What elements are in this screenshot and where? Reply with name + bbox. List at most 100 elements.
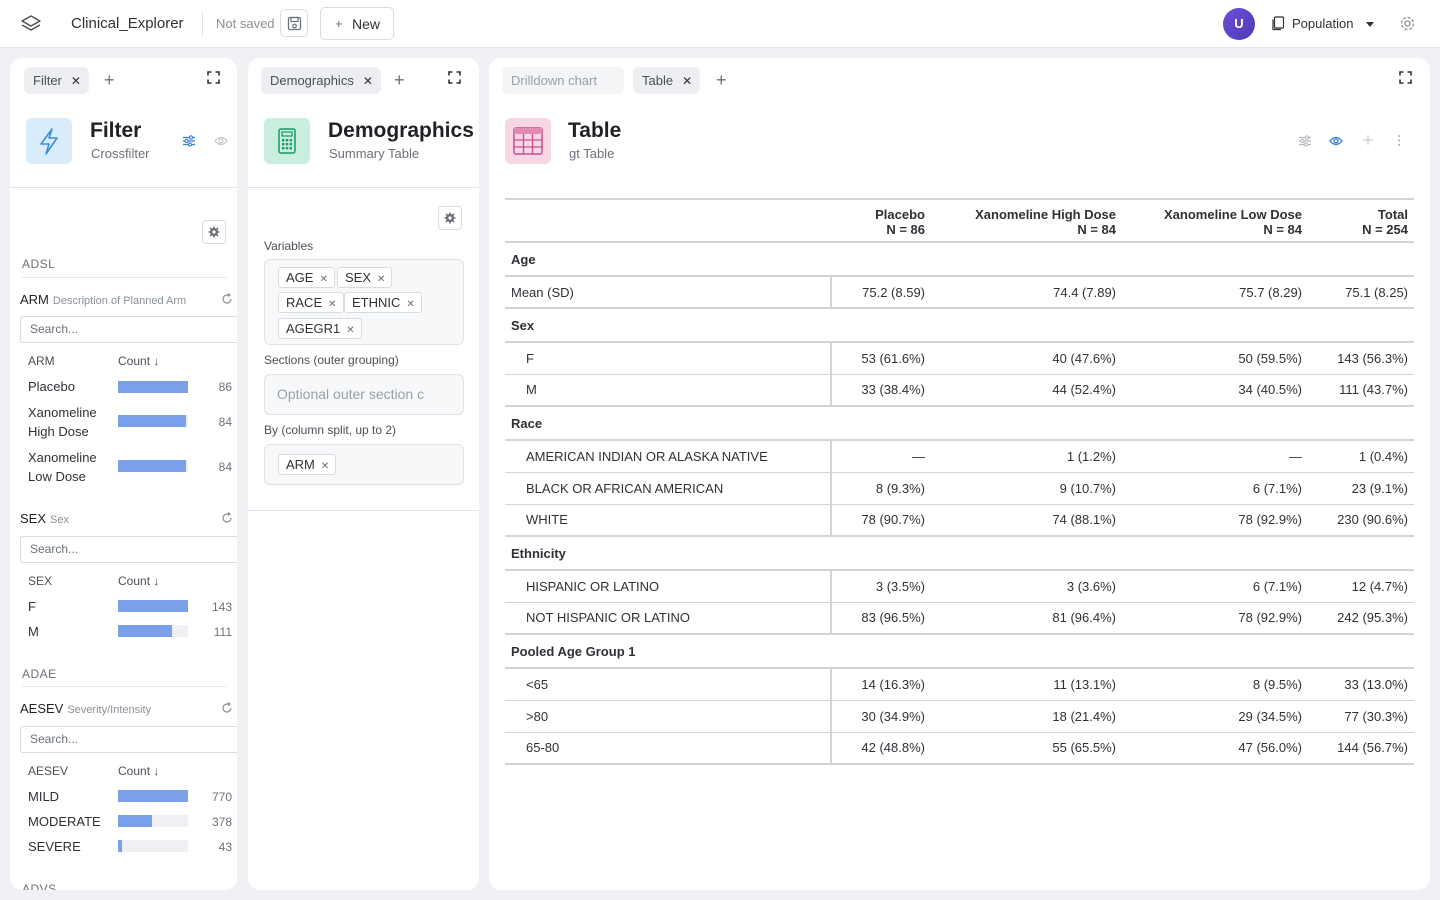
by-multiselect[interactable]: ARM ✕ [264,444,464,485]
eye-icon[interactable] [214,135,228,147]
count-sort-header[interactable]: Count ↓ [118,574,160,588]
table-cell: 74.4 (7.89) [1053,284,1116,300]
tab-drilldown-chart[interactable]: Drilldown chart [502,67,624,94]
close-icon[interactable]: ✕ [682,74,693,88]
row-label: M [28,624,39,639]
table-cell: 18 (21.4%) [1052,708,1116,724]
filter-title-aesev: AESEV Severity/Intensity [20,701,151,716]
count-sort-header[interactable]: Count ↓ [118,764,160,778]
count-bar-fill [118,625,172,637]
filter-name: AESEV [20,701,64,716]
table-cell: 78 (90.7%) [861,512,925,528]
close-icon[interactable]: ✕ [320,461,330,472]
table-cell: 29 (34.5%) [1238,708,1302,724]
close-icon[interactable]: ✕ [70,74,81,88]
more-icon[interactable] [1397,134,1401,147]
avatar[interactable]: U [1223,8,1255,40]
close-icon[interactable]: ✕ [328,299,337,310]
eye-icon[interactable] [1329,135,1343,147]
table-group-row: Ethnicity [505,536,1414,570]
tab-filter[interactable]: Filter ✕ [24,67,89,94]
layers-icon[interactable] [20,13,42,35]
chip-race[interactable]: RACE ✕ [278,292,344,313]
sections-input[interactable]: Optional outer section c [264,374,464,415]
search-input[interactable]: Search... [20,316,237,343]
close-icon[interactable]: ✕ [346,325,355,336]
gear-icon[interactable] [1399,15,1416,32]
row-label: Xanomeline High Dose [28,405,97,439]
tab-demographics[interactable]: Demographics ✕ [261,67,381,94]
expand-icon[interactable] [207,71,220,84]
divider [10,187,237,188]
row-label: MILD [28,789,60,804]
search-input[interactable]: Search... [20,536,237,563]
chip-sex[interactable]: SEX ✕ [337,267,393,288]
chip-ethnic[interactable]: ETHNIC ✕ [344,292,422,313]
refresh-icon[interactable] [221,702,233,714]
table-body: Age Mean (SD) 75.2 (8.59) 74.4 (7.89) 75.7 (… [505,242,1414,764]
filter-settings-button[interactable] [202,220,226,244]
app-name: Clinical_Explorer [71,15,184,32]
row-count: 770 [211,790,232,804]
panel-subtitle: Crossfilter [91,146,150,161]
tab-table[interactable]: Table ✕ [633,67,701,94]
chip-label: AGEGR1 [286,321,341,336]
table-cell: 6 (7.1%) [1252,480,1302,496]
table-cell: 11 (13.1%) [1053,676,1116,692]
divider [22,686,227,687]
population-label: Population [1292,16,1354,31]
count-bar [118,381,188,393]
panel-title: Filter [90,119,142,142]
row-label: Xanomeline Low Dose [28,450,97,484]
close-icon[interactable]: ✕ [377,274,386,285]
expand-icon[interactable] [1399,71,1412,84]
table-row: WHITE 78 (90.7%) 74 (88.1%) 78 (92.9%) 230 (… [505,504,1414,536]
table-cell: 42 (48.8%) [861,740,925,756]
count-sort-header[interactable]: Count ↓ [118,354,160,368]
chip-arm[interactable]: ARM ✕ [278,454,337,475]
close-icon[interactable]: ✕ [362,74,373,88]
refresh-icon[interactable] [221,512,233,524]
add-tab-button[interactable]: + [104,70,115,90]
table-cell: 242 (95.3%) [1337,610,1408,626]
table-cell: 55 (65.5%) [1052,740,1116,756]
calculator-icon [278,128,296,154]
sections-label: Sections (outer grouping) [264,353,399,367]
close-icon[interactable]: ✕ [406,299,415,310]
filter-description: Severity/Intensity [67,704,152,716]
close-icon[interactable]: ✕ [319,274,328,285]
column-name: Xanomeline High Dose [975,207,1116,222]
filter-description: Description of Planned Arm [52,295,187,307]
variables-multiselect[interactable]: AGE ✕ SEX ✕ RACE ✕ ETHNIC ✕ AGEGR1 ✕ [264,259,464,345]
column-name: Xanomeline Low Dose [1164,207,1302,222]
tab-label: Drilldown chart [511,73,597,88]
column-n: N = 84 [1077,222,1116,237]
table-cell: 8 (9.5%) [1252,676,1302,692]
refresh-icon[interactable] [221,293,233,305]
chip-agegr1[interactable]: AGEGR1 ✕ [278,318,362,339]
sparkle-icon[interactable] [1362,134,1374,146]
search-input[interactable]: Search... [20,726,237,753]
table-cell: 34 (40.5%) [1238,382,1302,398]
row-label: NOT HISPANIC OR LATINO [505,602,832,634]
table-cell: 40 (47.6%) [1052,350,1116,366]
column-header: Total N = 254 [1308,199,1414,242]
sliders-icon[interactable] [182,134,196,148]
table-cell: 53 (61.6%) [861,350,925,366]
new-button[interactable]: + New [320,7,394,40]
sliders-icon[interactable] [1298,134,1312,148]
add-tab-button[interactable]: + [394,70,405,90]
save-button[interactable] [280,9,308,37]
expand-icon[interactable] [448,71,461,84]
row-count: 84 [218,460,232,474]
add-tab-button[interactable]: + [716,70,727,90]
table-group-row: Race [505,406,1414,440]
gear-icon [444,212,456,224]
table-cell: 230 (90.6%) [1337,512,1408,528]
demographics-settings-button[interactable] [438,206,462,230]
row-count: 143 [211,600,232,614]
chip-age[interactable]: AGE ✕ [278,267,335,288]
sections-placeholder: Optional outer section c [277,386,425,402]
count-bar-fill [118,840,122,852]
table-cell: 50 (59.5%) [1238,350,1302,366]
